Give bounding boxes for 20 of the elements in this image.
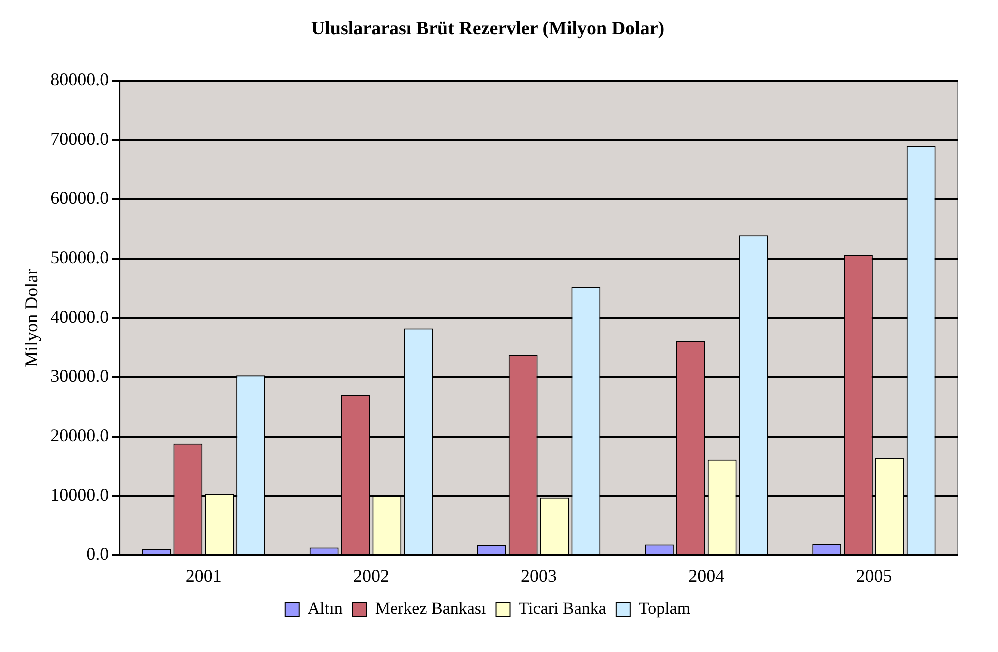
y-tick-label: 80000.0 — [50, 70, 110, 90]
x-tick-label: 2002 — [353, 566, 390, 586]
y-tick-label: 70000.0 — [50, 128, 110, 149]
y-tick-label: 30000.0 — [50, 366, 110, 386]
chart-title: Uluslararası Brüt Rezervler (Milyon Dolar) — [311, 18, 665, 40]
legend-label: Toplam — [638, 598, 691, 618]
y-axis-title: Milyon Dolar — [22, 268, 42, 368]
x-tick-label: 2004 — [688, 566, 725, 586]
x-tick-label: 2001 — [186, 566, 222, 586]
x-tick-label: 2003 — [521, 566, 558, 586]
legend-label: Altın — [308, 598, 344, 618]
y-tick-label: 20000.0 — [50, 425, 110, 446]
y-tick-label: 10000.0 — [50, 484, 110, 505]
y-tick-label: 40000.0 — [50, 306, 110, 327]
y-tick-label: 0.0 — [86, 544, 110, 564]
y-tick-label: 60000.0 — [50, 188, 110, 208]
x-tick-label: 2005 — [856, 566, 892, 586]
legend-label: Merkez Bankası — [375, 598, 487, 618]
legend-label: Ticari Banka — [518, 598, 607, 618]
y-tick-label: 50000.0 — [50, 248, 110, 268]
